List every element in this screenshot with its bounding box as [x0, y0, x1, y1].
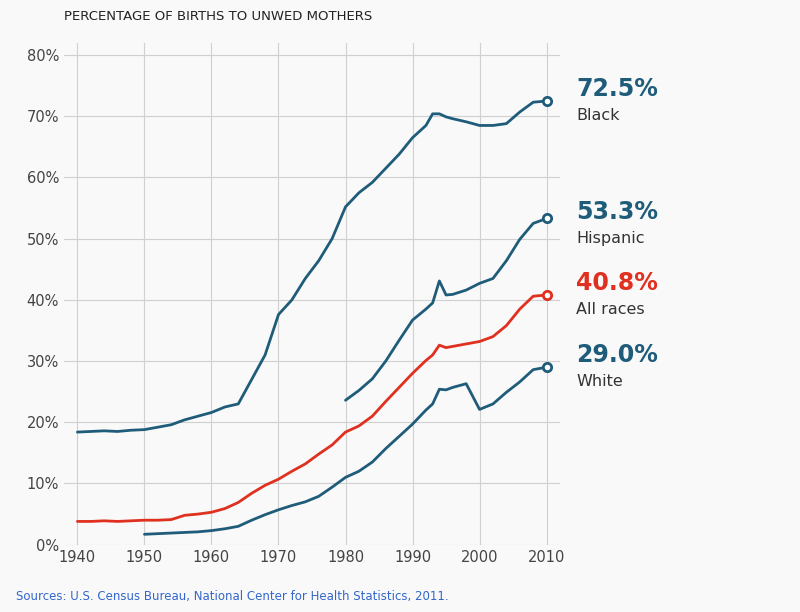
Text: White: White — [576, 374, 622, 389]
Text: 53.3%: 53.3% — [576, 200, 658, 225]
Text: Hispanic: Hispanic — [576, 231, 645, 246]
Text: Sources: U.S. Census Bureau, National Center for Health Statistics, 2011.: Sources: U.S. Census Bureau, National Ce… — [16, 590, 449, 603]
Text: 40.8%: 40.8% — [576, 271, 658, 295]
Text: PERCENTAGE OF BIRTHS TO UNWED MOTHERS: PERCENTAGE OF BIRTHS TO UNWED MOTHERS — [64, 10, 372, 23]
Text: All races: All races — [576, 302, 645, 316]
Text: Black: Black — [576, 108, 619, 122]
Text: 72.5%: 72.5% — [576, 76, 658, 101]
Text: 29.0%: 29.0% — [576, 343, 658, 367]
